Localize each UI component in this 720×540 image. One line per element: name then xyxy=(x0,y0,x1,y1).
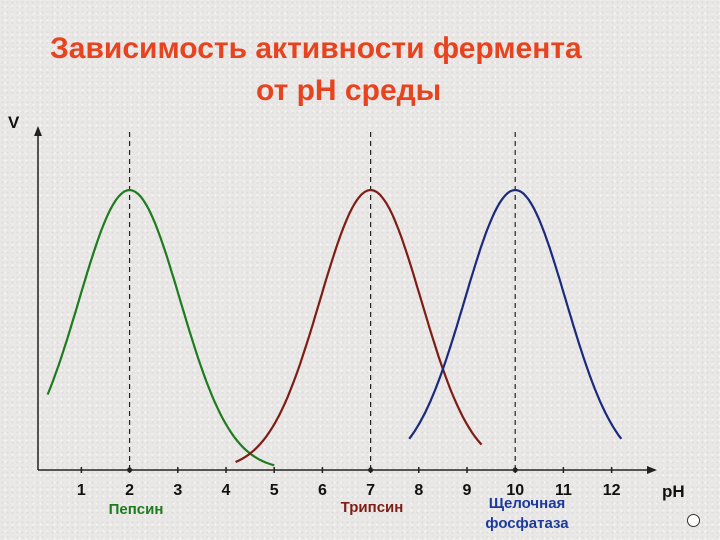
y-axis-arrow xyxy=(34,126,42,136)
axes: VpH xyxy=(8,113,685,501)
series-label-3: Щелочная xyxy=(489,495,566,512)
x-axis-arrow xyxy=(647,466,657,474)
x-tick-label: 3 xyxy=(173,482,182,499)
x-tick-label: 5 xyxy=(270,482,279,499)
title-line-1: Зависимость активности фермента xyxy=(50,32,582,65)
title-line-2: от pH среды xyxy=(256,74,442,107)
curves xyxy=(46,188,623,467)
optimum-guides xyxy=(127,132,518,473)
series-label-4: фосфатаза xyxy=(485,515,569,532)
series-labels: Пепсин Трипсин Щелочная фосфатаза xyxy=(109,495,570,532)
x-tick-label: 12 xyxy=(603,482,621,499)
x-tick-label: 11 xyxy=(555,482,572,499)
x-tick-label: 8 xyxy=(414,482,423,499)
x-tick-label: 10 xyxy=(506,482,524,499)
series-label-2: Трипсин xyxy=(341,499,404,516)
x-tick-label: 4 xyxy=(222,482,231,499)
x-tick-labels: 1 2 3 4 5 6 7 8 9 10 11 12 xyxy=(77,467,621,499)
x-tick-label: 1 xyxy=(77,482,86,499)
chart-title: Зависимость активности фермента от pH ср… xyxy=(0,28,720,112)
curve-series-3 xyxy=(408,188,623,440)
x-axis-label: pH xyxy=(662,482,685,501)
x-tick-label: 7 xyxy=(366,482,375,499)
curve-series-2 xyxy=(235,188,483,464)
x-tick-label: 2 xyxy=(125,482,134,499)
x-tick-label: 6 xyxy=(318,482,327,499)
curve-series-1 xyxy=(46,188,275,467)
x-tick-label: 9 xyxy=(463,482,472,499)
slide-nav-circle[interactable] xyxy=(687,514,700,527)
series-label-1: Пепсин xyxy=(109,501,164,518)
y-axis-label: V xyxy=(8,113,20,132)
